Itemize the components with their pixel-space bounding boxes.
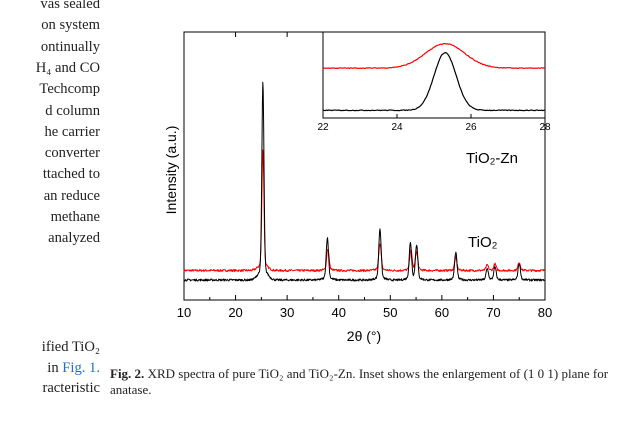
figure-caption: Fig. 2. XRD spectra of pure TiO₂ and TiO… — [110, 366, 630, 398]
inset-x-tick-label: 24 — [391, 122, 403, 133]
x-tick-label: 20 — [228, 305, 242, 320]
inset-x-tick-label: 28 — [539, 122, 551, 133]
left-text-line: on system — [41, 17, 100, 34]
left-text-line: ified TiO₂ — [41, 339, 100, 355]
x-tick-label: 60 — [435, 305, 449, 320]
inset-plot: 22 24 26 28 — [317, 31, 551, 133]
series-label-tio2-zn-text: TiO₂-Zn — [466, 150, 518, 167]
figure-1-link[interactable]: Fig. 1. — [62, 360, 100, 376]
series-label-tio2: TiO₂ — [468, 234, 498, 251]
caption-text: XRD spectra of pure TiO₂ and TiO₂-Zn. In… — [110, 366, 609, 397]
series-line-tio2-zn — [183, 149, 546, 273]
left-text-line: Techcomp — [39, 81, 100, 98]
x-ticks: 10 20 30 40 50 60 70 80 — [177, 32, 552, 320]
series-label-tio2-text: TiO₂ — [468, 234, 498, 251]
left-text-line: ontinually — [40, 38, 100, 55]
left-text-fragment: in — [47, 360, 63, 376]
left-text-line: racteristic — [42, 380, 100, 396]
caption-label: Fig. 2. — [110, 366, 145, 381]
x-tick-label: 30 — [280, 305, 294, 320]
left-text-line: analyzed — [48, 230, 100, 247]
left-text-line: vas sealed — [40, 0, 100, 12]
left-text-line: ttached to — [42, 166, 100, 183]
left-text-line: converter — [44, 145, 100, 162]
inset-series-line-tio2-zn — [322, 42, 546, 70]
left-text-line: he carrier — [44, 123, 101, 140]
x-tick-label: 40 — [331, 305, 345, 320]
left-text-line: in Fig. 1. — [47, 359, 100, 377]
inset-x-tick-label: 26 — [465, 122, 477, 133]
left-text-line: an reduce — [43, 187, 100, 204]
left-text-line: methane — [50, 209, 100, 225]
left-text-line: H₄ and CO — [35, 59, 100, 76]
x-tick-label: 70 — [486, 305, 500, 320]
series-label-tio2-zn: TiO₂-Zn — [466, 150, 518, 167]
x-tick-label: 50 — [383, 305, 397, 320]
inset-x-tick-label: 22 — [317, 122, 329, 133]
x-tick-label: 10 — [177, 305, 191, 320]
x-tick-label: 80 — [538, 305, 552, 320]
y-axis-label: Intensity (a.u.) — [163, 126, 179, 215]
series-group — [183, 81, 546, 282]
series-line-tio2 — [183, 81, 546, 282]
x-axis-label: 2θ (°) — [347, 328, 381, 344]
inset-series-line-tio2 — [322, 52, 546, 112]
inset-series-group — [322, 42, 546, 112]
left-text-line: d column — [45, 102, 100, 119]
inset-x-ticks: 22 24 26 28 — [317, 114, 551, 133]
